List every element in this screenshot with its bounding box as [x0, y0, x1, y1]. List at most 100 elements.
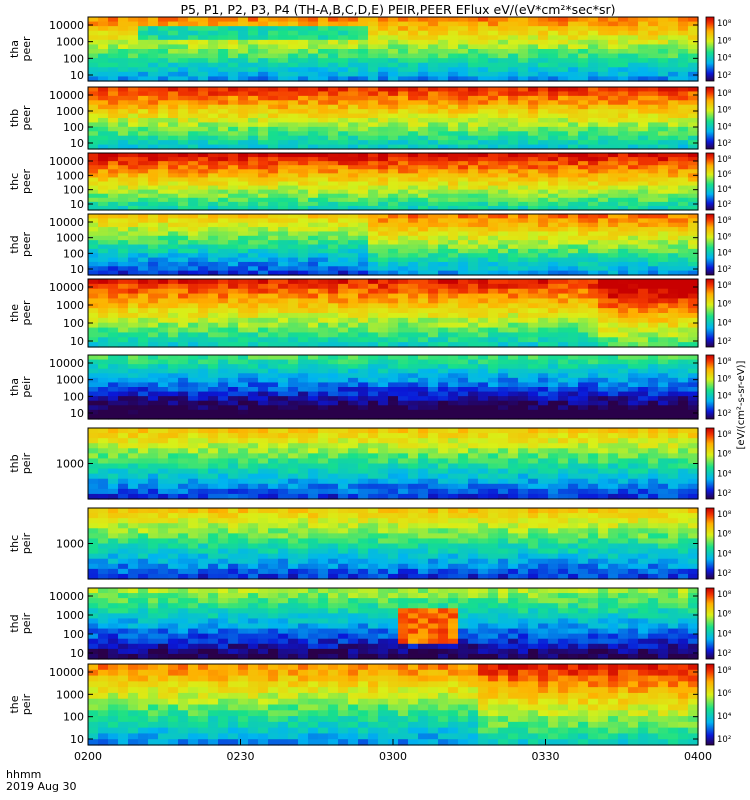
- heatmap-thd-peer: [88, 214, 699, 276]
- colorbar-tha-peir: [705, 354, 715, 420]
- panel-thd-peir: 10000 1000 100 10 thdpeir 10² 10⁴ 10⁶ 10⁸: [8, 587, 732, 660]
- heatmap-the-peer: [88, 279, 699, 348]
- colorbar-tick-label: 10⁸: [717, 89, 732, 99]
- colorbar-tick-label: 10⁶: [717, 689, 732, 699]
- y-tick-label: 100: [63, 628, 84, 641]
- x-tick-label: 0330: [532, 750, 560, 763]
- panel-the-peer: 10000 1000 100 10 thepeer 10² 10⁴ 10⁶ 10⁸: [8, 278, 732, 348]
- colorbar-tick-label: 10²: [717, 337, 731, 347]
- y-tick-label: 10000: [49, 89, 84, 102]
- y-tick-label: 100: [63, 184, 84, 197]
- heatmap-thd-peir: [88, 588, 699, 660]
- colorbar-tick-label: 10⁴: [717, 122, 732, 132]
- y-tick-label: 1000: [56, 538, 84, 551]
- colorbar-tick-label: 10⁴: [717, 629, 732, 639]
- panel-label-the-peir: thepeir: [8, 693, 33, 715]
- heatmap-thb-peir: [88, 428, 699, 500]
- colorbar-tick-label: 10²: [717, 489, 731, 499]
- x-tick-label: 0300: [379, 750, 407, 763]
- colorbar-tick-label: 10⁸: [717, 357, 732, 367]
- panel-label-thc-peir: thcpeir: [8, 532, 33, 554]
- colorbar-thb-peer: [705, 86, 715, 150]
- panel-frame: [87, 86, 699, 150]
- y-tick-label: 10: [70, 198, 84, 211]
- colorbar-the-peir: [705, 663, 715, 746]
- colorbar-tick-label: 10²: [717, 735, 731, 745]
- x-tick-label: 0400: [684, 750, 712, 763]
- panel-thb-peer: 10000 1000 100 10 thbpeer 10² 10⁴ 10⁶ 10⁸: [8, 86, 732, 150]
- colorbar-thc-peer: [705, 152, 715, 211]
- panel-frame: [87, 587, 699, 660]
- colorbar-label: [eV/(cm²-s-sr-eV)]: [736, 360, 747, 449]
- date-label: 2019 Aug 30: [6, 780, 76, 793]
- colorbar-tick-label: 10⁸: [717, 281, 732, 291]
- colorbar-tick-label: 10²: [717, 649, 731, 659]
- panel-frame: [87, 152, 699, 211]
- y-tick-label: 1000: [56, 232, 84, 245]
- y-tick-label: 1000: [56, 169, 84, 182]
- y-tick-label: 10: [70, 407, 84, 420]
- colorbar-tick-label: 10²: [717, 200, 731, 210]
- x-tick-label: 0200: [74, 750, 102, 763]
- y-tick-label: 1000: [56, 458, 84, 471]
- colorbar-tick-label: 10²: [717, 139, 731, 149]
- y-tick-label: 10000: [49, 590, 84, 603]
- colorbar-thd-peer: [705, 213, 715, 276]
- y-tick-label: 1000: [56, 36, 84, 49]
- heatmap-thb-peer: [88, 87, 699, 150]
- colorbar-tick-label: 10⁸: [717, 19, 732, 29]
- colorbar-tick-label: 10⁶: [717, 300, 732, 310]
- panel-frame: [87, 16, 699, 82]
- y-tick-label: 10000: [49, 19, 84, 32]
- y-tick-label: 10000: [49, 357, 84, 370]
- colorbar-the-peer: [705, 278, 715, 348]
- y-tick-label: 100: [63, 121, 84, 134]
- colorbar-tick-label: 10²: [717, 569, 731, 579]
- panel-tha-peer: 10000 1000 100 10 thapeer 10² 10⁴ 10⁶ 10⁸: [8, 16, 732, 82]
- y-tick-label: 1000: [56, 688, 84, 701]
- y-tick-label: 10: [70, 137, 84, 150]
- colorbar-tick-label: 10⁶: [717, 610, 732, 620]
- time-axis-label: hhmm: [6, 768, 41, 781]
- colorbar-tick-label: 10⁸: [717, 510, 732, 520]
- colorbar-thc-peir: [705, 507, 715, 580]
- heatmap-thc-peer: [88, 153, 699, 211]
- heatmap-tha-peir: [88, 355, 699, 420]
- colorbar-tick-label: 10⁸: [717, 430, 732, 440]
- y-tick-label: 10: [70, 647, 84, 660]
- heatmap-the-peir: [88, 664, 699, 746]
- y-tick-label: 100: [63, 247, 84, 260]
- y-tick-label: 10: [70, 733, 84, 746]
- colorbar-tick-label: 10⁸: [717, 590, 732, 600]
- colorbar-tick-label: 10⁸: [717, 155, 732, 165]
- colorbar-tick-label: 10⁸: [717, 666, 732, 676]
- panel-thb-peir: 1000 thbpeir 10² 10⁴ 10⁶ 10⁸: [8, 427, 732, 500]
- figure-title: P5, P1, P2, P3, P4 (TH-A,B,C,D,E) PEIR,P…: [180, 2, 615, 17]
- colorbar-tick-label: 10⁴: [717, 549, 732, 559]
- panel-label-thd-peir: thdpeir: [8, 612, 33, 634]
- colorbar-tick-label: 10⁴: [717, 392, 732, 402]
- y-tick-label: 10: [70, 263, 84, 276]
- panel-tha-peir: 10000 1000 100 10 thapeir 10² 10⁴ 10⁶ 10⁸: [8, 354, 732, 420]
- panel-label-the-peer: thepeer: [8, 300, 33, 326]
- y-tick-label: 100: [63, 711, 84, 724]
- heatmap-thc-peir: [88, 508, 699, 580]
- panel-label-thb-peir: thbpeir: [8, 452, 33, 474]
- colorbar-tick-label: 10⁸: [717, 216, 732, 226]
- y-tick-label: 1000: [56, 105, 84, 118]
- colorbar-thb-peir: [705, 427, 715, 500]
- y-tick-label: 10: [70, 335, 84, 348]
- y-tick-label: 10000: [49, 666, 84, 679]
- colorbar-tick-label: 10⁶: [717, 106, 732, 116]
- panel-label-tha-peir: thapeir: [8, 376, 33, 398]
- colorbar-tick-label: 10²: [717, 409, 731, 419]
- colorbar-tick-label: 10²: [717, 71, 731, 81]
- y-tick-label: 10000: [49, 155, 84, 168]
- colorbar-tick-label: 10⁴: [717, 712, 732, 722]
- colorbar-tick-label: 10⁴: [717, 185, 732, 195]
- panel-the-peir: 10000 1000 100 10 thepeir 10² 10⁴ 10⁶ 10⁸: [8, 663, 732, 746]
- panel-label-thc-peer: thcpeer: [8, 169, 33, 195]
- panel-thd-peer: 10000 1000 100 10 thdpeer 10² 10⁴ 10⁶ 10⁸: [8, 213, 732, 276]
